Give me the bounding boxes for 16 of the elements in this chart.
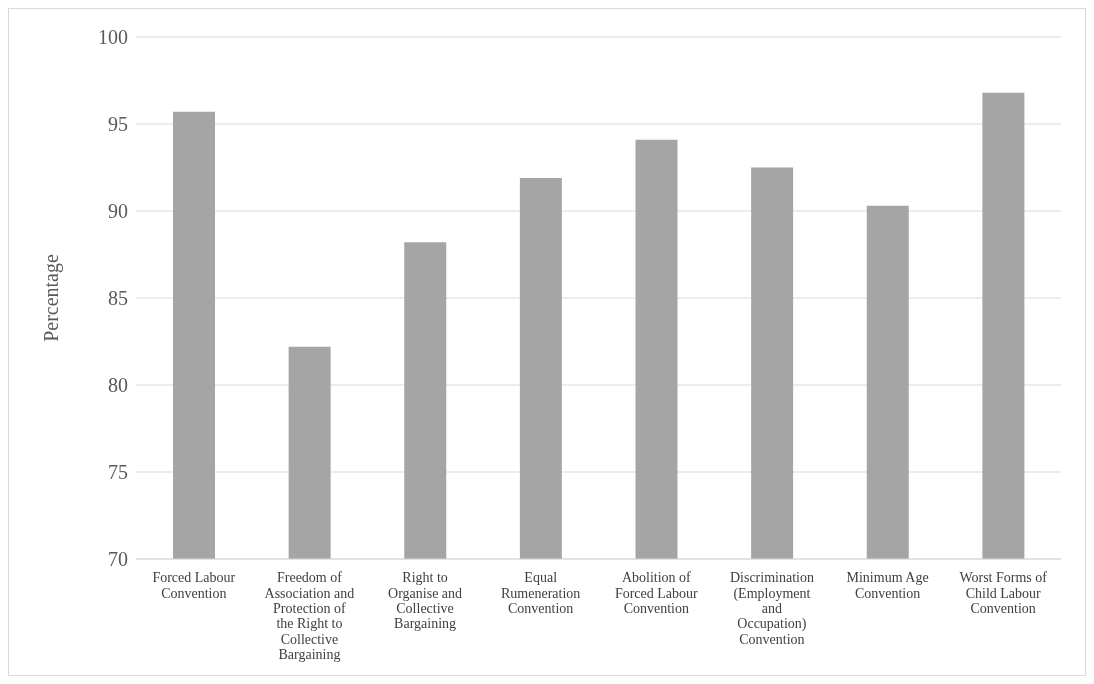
x-tick-label: Abolition of Forced Labour Convention xyxy=(614,570,699,616)
x-tick-label: Freedom of Association and Protection of the Right to Collective Bargaining xyxy=(264,570,355,663)
x-tick-label: Forced Labour Convention xyxy=(152,570,236,601)
y-tick-label: 100 xyxy=(98,26,128,49)
y-tick-label: 85 xyxy=(108,287,128,310)
y-tick-label: 95 xyxy=(108,113,128,136)
y-tick-label: 75 xyxy=(108,461,128,484)
y-tick-label: 80 xyxy=(108,374,128,397)
y-axis-title: Percentage xyxy=(40,254,64,342)
y-tick-label: 90 xyxy=(108,200,128,223)
x-tick-label: Minimum Age Convention xyxy=(846,570,929,601)
x-tick-label: Equal Rumeneration Convention xyxy=(501,570,581,616)
x-tick-label: Discrimination (Employment and Occupation) Convention xyxy=(729,570,814,647)
y-tick-label: 70 xyxy=(108,548,128,571)
x-tick-label: Right to Organise and Collective Bargaining xyxy=(388,570,463,632)
x-tick-label: Worst Forms of Child Labour Convention xyxy=(959,570,1048,616)
